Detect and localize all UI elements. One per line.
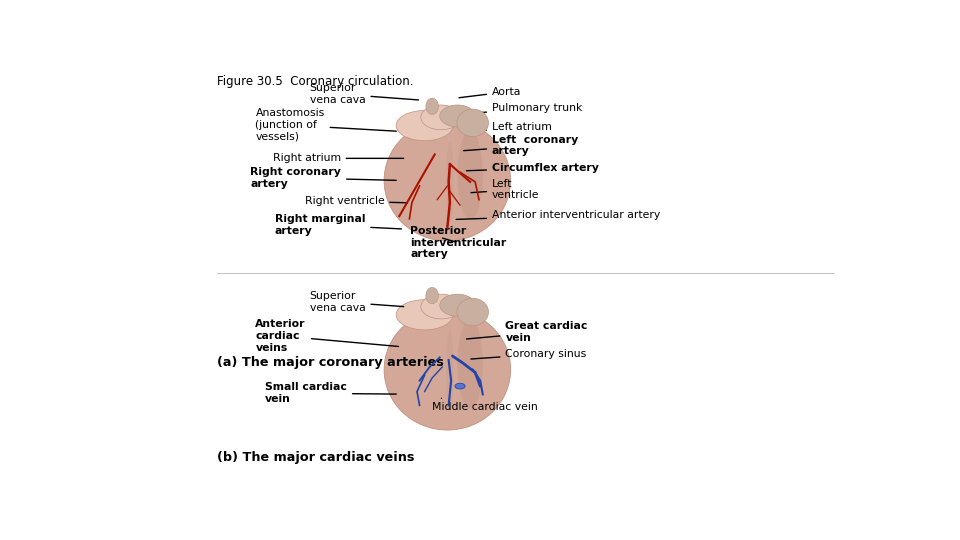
Ellipse shape	[446, 330, 454, 412]
Text: Small cardiac
vein: Small cardiac vein	[265, 382, 396, 404]
Text: Posterior
interventricular
artery: Posterior interventricular artery	[410, 226, 507, 259]
Text: Left
ventricle: Left ventricle	[471, 179, 540, 200]
Ellipse shape	[426, 98, 439, 114]
Ellipse shape	[420, 105, 461, 130]
Text: Coronary sinus: Coronary sinus	[471, 349, 587, 359]
Text: Right ventricle: Right ventricle	[304, 196, 407, 206]
Text: Circumflex artery: Circumflex artery	[467, 163, 599, 173]
Text: Left  coronary
artery: Left coronary artery	[464, 134, 578, 156]
Ellipse shape	[396, 300, 453, 330]
Ellipse shape	[440, 105, 475, 127]
Ellipse shape	[457, 298, 489, 326]
Text: Aorta: Aorta	[459, 87, 521, 98]
Ellipse shape	[384, 309, 511, 430]
Text: Superior
vena cava: Superior vena cava	[310, 83, 419, 105]
Text: Right marginal
artery: Right marginal artery	[275, 214, 401, 235]
Text: Anterior interventricular artery: Anterior interventricular artery	[456, 210, 660, 220]
Ellipse shape	[426, 287, 439, 304]
Ellipse shape	[396, 111, 453, 141]
Ellipse shape	[440, 294, 475, 316]
Text: Figure 30.5  Coronary circulation.: Figure 30.5 Coronary circulation.	[217, 75, 413, 88]
Ellipse shape	[384, 120, 511, 241]
Text: Middle cardiac vein: Middle cardiac vein	[432, 399, 539, 411]
Ellipse shape	[457, 109, 489, 137]
Text: (a) The major coronary arteries: (a) The major coronary arteries	[217, 356, 444, 369]
Text: Superior
vena cava: Superior vena cava	[310, 291, 403, 313]
Text: Right atrium: Right atrium	[273, 153, 403, 164]
Text: Left atrium: Left atrium	[474, 122, 552, 132]
Text: Pulmonary trunk: Pulmonary trunk	[471, 104, 583, 113]
Circle shape	[455, 383, 465, 389]
Ellipse shape	[446, 141, 454, 223]
Text: (b) The major cardiac veins: (b) The major cardiac veins	[217, 451, 414, 464]
Text: Great cardiac
vein: Great cardiac vein	[467, 321, 588, 342]
Ellipse shape	[458, 320, 483, 409]
Text: Anterior
cardiac
veins: Anterior cardiac veins	[255, 319, 398, 353]
Text: Anastomosis
(junction of
vessels): Anastomosis (junction of vessels)	[255, 109, 396, 141]
Ellipse shape	[458, 130, 483, 220]
Text: Right coronary
artery: Right coronary artery	[251, 167, 396, 188]
Ellipse shape	[420, 294, 461, 319]
